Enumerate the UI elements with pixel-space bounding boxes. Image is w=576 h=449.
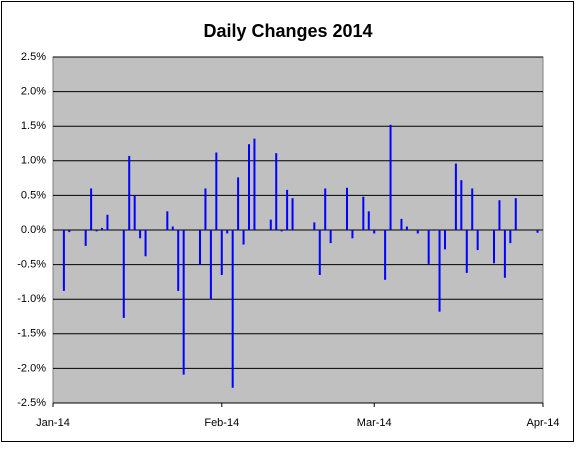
bar [95, 230, 98, 232]
chart-title: Daily Changes 2014 [203, 21, 372, 41]
bar [220, 230, 223, 275]
x-tick-label: Feb-14 [204, 417, 239, 429]
bar [215, 152, 218, 230]
bar [362, 196, 365, 230]
bar [536, 230, 539, 233]
bar [237, 177, 240, 230]
bar [204, 188, 207, 230]
bar [329, 230, 332, 244]
bar [389, 124, 392, 230]
bar [133, 195, 136, 230]
bar [209, 230, 212, 300]
bar [444, 230, 446, 250]
bar [324, 188, 327, 230]
bar [248, 144, 250, 230]
bar [122, 230, 125, 318]
bar [476, 230, 479, 251]
bar [384, 230, 387, 280]
bar [291, 198, 294, 230]
x-tick-label: Jan-14 [36, 417, 70, 429]
x-tick-label: Mar-14 [357, 417, 392, 429]
y-tick-label: 0.5% [21, 189, 46, 201]
bar [280, 230, 283, 232]
bar [269, 219, 272, 230]
bar [101, 227, 103, 230]
bar [144, 230, 147, 257]
y-tick-label: -2.0% [17, 362, 46, 374]
y-tick-label: 2.0% [21, 86, 46, 98]
y-tick-label: -1.0% [17, 293, 46, 305]
bar [90, 188, 93, 230]
bar [493, 230, 495, 264]
bar [62, 230, 65, 291]
bar [427, 230, 430, 264]
x-tick-label: Apr-14 [526, 417, 559, 429]
bar [275, 153, 278, 230]
bar [253, 138, 256, 230]
bar [416, 230, 419, 234]
bar [433, 229, 436, 230]
bar [367, 211, 370, 230]
bar [286, 189, 289, 230]
bar [351, 230, 354, 239]
bar [514, 198, 517, 230]
bar [460, 180, 463, 230]
bar [503, 230, 506, 278]
bar [106, 214, 109, 230]
bar [68, 230, 71, 233]
bar [509, 230, 512, 244]
y-tick-label: 1.0% [21, 155, 46, 167]
bar [318, 230, 321, 275]
y-tick-label: -1.5% [17, 328, 46, 340]
bar [182, 230, 185, 375]
bar [373, 230, 376, 234]
y-tick-label: 1.5% [21, 120, 46, 132]
bar [438, 230, 441, 312]
bar [471, 188, 474, 230]
bar [128, 155, 131, 230]
y-tick-label: -2.5% [17, 397, 46, 409]
bar [498, 200, 501, 230]
bar [231, 230, 234, 388]
bar [313, 222, 316, 230]
y-tick-label: 0.0% [21, 224, 46, 236]
bar [346, 187, 348, 230]
bar [226, 230, 229, 234]
y-tick-label: -0.5% [17, 259, 46, 271]
bar [405, 226, 408, 230]
y-tick-label: 2.5% [21, 51, 46, 63]
bar [242, 230, 245, 245]
bar [84, 230, 87, 246]
bar [454, 163, 457, 230]
bar [139, 230, 142, 239]
bar [166, 211, 169, 230]
bar [465, 230, 468, 273]
bar [400, 218, 403, 230]
bar [199, 230, 201, 265]
bar [171, 226, 174, 230]
bar [177, 230, 180, 291]
